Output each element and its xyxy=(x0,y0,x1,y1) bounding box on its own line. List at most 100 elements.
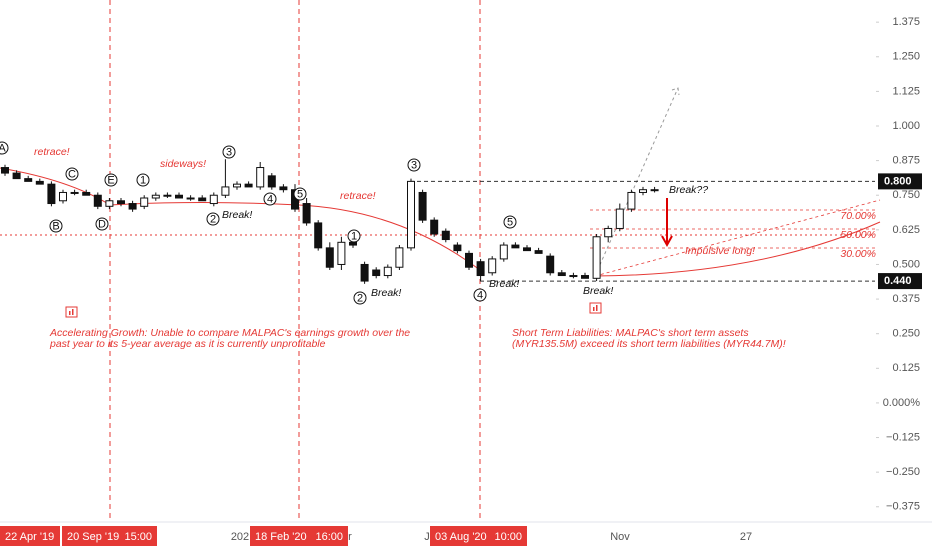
annotation: sideways! xyxy=(160,158,206,170)
x-tick-label: Nov xyxy=(610,531,630,543)
wave-label: C xyxy=(68,168,76,180)
y-tick-label: 0.625 xyxy=(892,224,920,236)
candle-body xyxy=(383,266,392,277)
x-tick-label: r xyxy=(348,531,352,543)
candle-body xyxy=(592,236,601,279)
candle-body xyxy=(499,244,508,260)
candle-body xyxy=(476,261,485,277)
wave-label: 4 xyxy=(477,289,483,301)
candle-body xyxy=(453,244,462,252)
time-marker-time: 15:00 xyxy=(124,531,152,543)
candle-body xyxy=(395,247,404,268)
wave-label: 5 xyxy=(507,216,513,228)
candle-body xyxy=(418,191,427,221)
candle-body xyxy=(349,241,357,246)
candle-body xyxy=(59,191,67,202)
x-tick-label: J xyxy=(424,531,430,543)
annotation: Break?? xyxy=(669,184,708,196)
projection-line xyxy=(594,199,881,277)
price-label: 0.800 xyxy=(884,175,912,187)
note: (MYR135.5M) exceed its short term liabil… xyxy=(512,338,786,350)
wave-circle xyxy=(0,141,9,155)
wave-circle xyxy=(347,229,361,243)
candle-body xyxy=(314,222,323,249)
wave-circle xyxy=(222,145,236,159)
fib-level: 70.00% xyxy=(840,210,876,222)
candle-body xyxy=(256,167,265,188)
candle-body xyxy=(151,194,160,199)
wave-label: 1 xyxy=(140,174,146,186)
time-marker-box xyxy=(62,526,157,546)
candle-body xyxy=(163,194,172,197)
candle-body xyxy=(117,200,125,205)
annotation: Impulsive long! xyxy=(685,245,755,257)
wave-label: 1 xyxy=(351,230,357,242)
down-arrow xyxy=(661,198,673,248)
candle-body xyxy=(244,183,253,188)
candle-body xyxy=(337,241,346,265)
candle-body xyxy=(93,194,102,207)
candle-body xyxy=(441,230,450,241)
candle-body xyxy=(47,183,56,205)
annotation: Break! xyxy=(489,278,519,290)
annotation: Break! xyxy=(583,285,613,297)
candle-body xyxy=(360,263,369,282)
wave-circle xyxy=(49,219,63,233)
wave-circle xyxy=(65,167,79,181)
y-tick-label: 0.250 xyxy=(892,328,920,340)
candle-body xyxy=(604,227,613,238)
candle-body xyxy=(12,172,21,180)
x-tick-label: 202 xyxy=(231,531,249,543)
wave-circle xyxy=(473,288,487,302)
annotation: retrace! xyxy=(34,146,70,158)
candle-body xyxy=(372,269,381,277)
candle-body xyxy=(465,252,473,268)
annotation: retrace! xyxy=(340,190,376,202)
time-marker-date: 03 Aug '20 xyxy=(435,531,487,543)
time-marker-date: 18 Feb '20 xyxy=(255,531,307,543)
y-tick-label: 0.125 xyxy=(892,362,920,374)
candle-body xyxy=(267,175,276,188)
time-marker-box xyxy=(0,526,60,546)
time-marker-time: 10:00 xyxy=(494,531,522,543)
wave-label: A xyxy=(0,142,6,154)
time-marker-time: 16:00 xyxy=(315,531,343,543)
y-tick-label: 1.000 xyxy=(892,120,920,132)
price-label-box xyxy=(878,273,922,290)
wave-label: 3 xyxy=(226,146,232,158)
candle-body xyxy=(233,183,241,188)
wave-label: B xyxy=(52,220,59,232)
annotation: Break! xyxy=(371,287,401,299)
candle-body xyxy=(430,219,439,235)
candle-body xyxy=(523,247,531,252)
candle-body xyxy=(546,255,555,274)
candle-body xyxy=(221,186,230,196)
y-tick-label: −0.375 xyxy=(886,501,920,513)
wave-circle xyxy=(104,173,118,187)
y-tick-label: 0.500 xyxy=(892,258,920,270)
y-tick-label: 0.750 xyxy=(892,189,920,201)
y-tick-label: 1.375 xyxy=(892,16,920,28)
icons xyxy=(65,302,602,318)
candle-body xyxy=(186,197,195,200)
candle-body xyxy=(279,186,288,191)
y-tick-label: 0.375 xyxy=(892,293,920,305)
candle-body xyxy=(627,191,636,210)
wave-label: E xyxy=(107,174,114,186)
y-tick-label: 0.000% xyxy=(883,397,921,409)
candle-body xyxy=(407,180,415,249)
candle-body xyxy=(1,167,9,174)
candle-body xyxy=(581,275,589,279)
x-tick-label: 27 xyxy=(740,531,752,543)
projection-arrow xyxy=(594,87,680,277)
candle-body xyxy=(511,244,520,249)
candle-body xyxy=(175,194,183,199)
candle-body xyxy=(105,200,114,207)
fib-level: 30.00% xyxy=(840,248,876,260)
candle-body xyxy=(198,197,207,202)
candle-body xyxy=(557,272,566,277)
price-label: 0.440 xyxy=(884,275,912,287)
y-tick-label: −0.125 xyxy=(886,431,920,443)
candle-body xyxy=(534,250,543,254)
